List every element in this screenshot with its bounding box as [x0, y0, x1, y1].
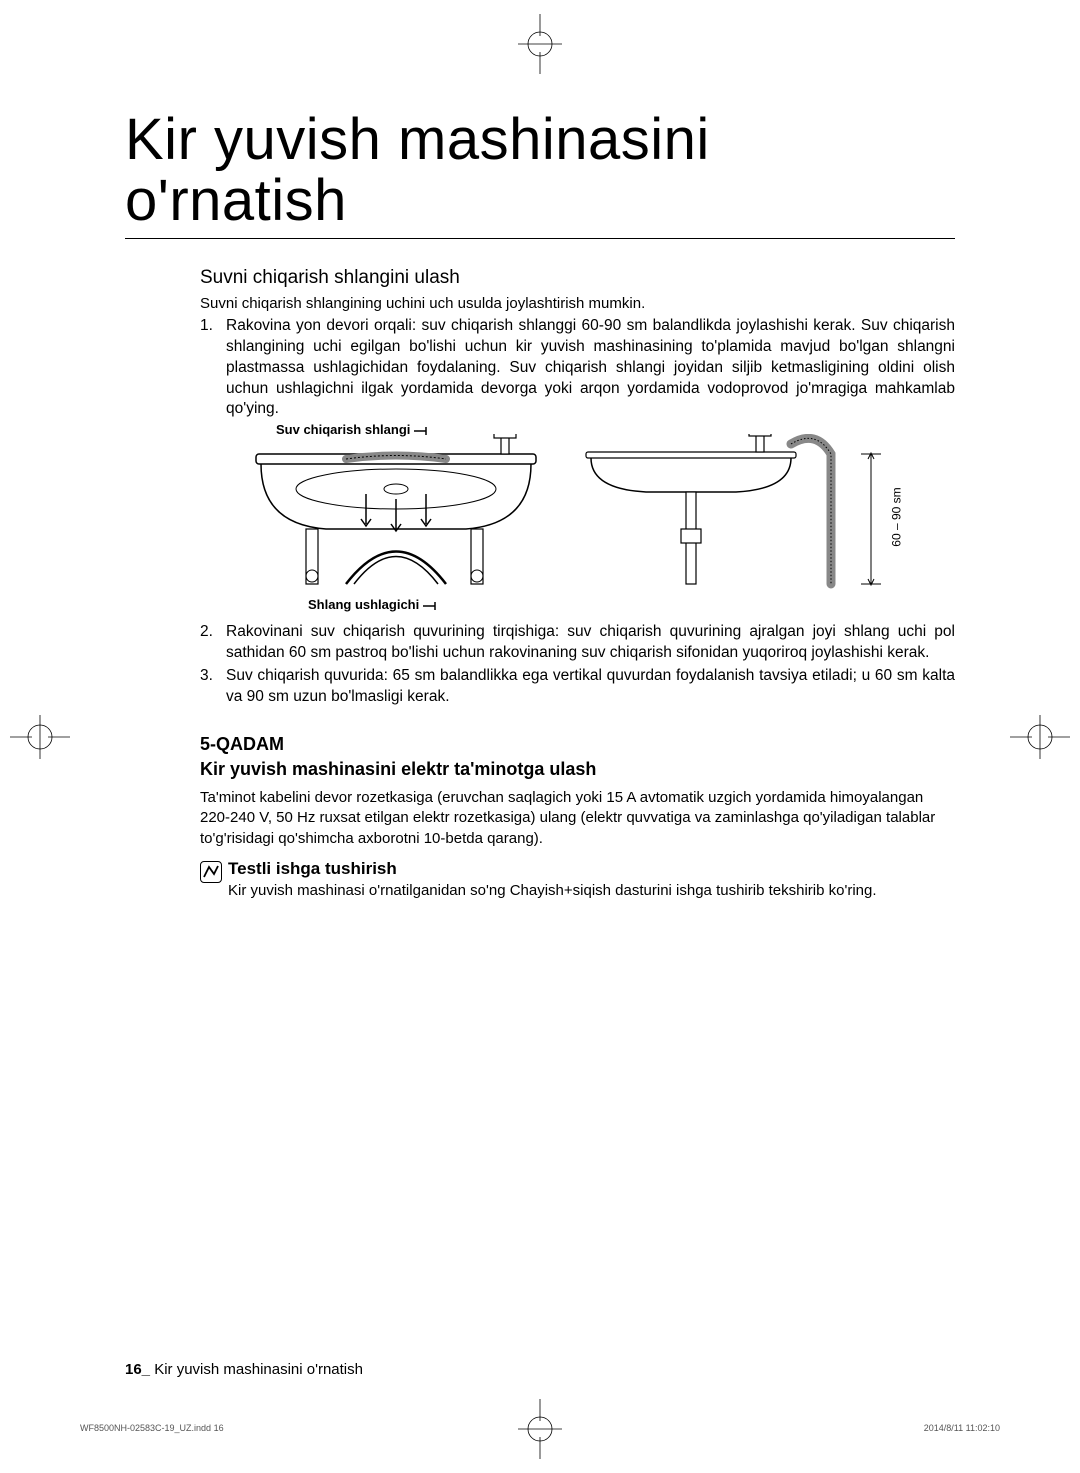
item-body: Suv chiqarish quvurida: 65 sm balandlikk… [226, 666, 955, 708]
step-5-title: Kir yuvish mashinasini elektr ta'minotga… [200, 759, 955, 780]
crop-mark-top [510, 14, 570, 74]
list-item-1: 1. Rakovina yon devori orqali: suv chiqa… [200, 316, 955, 421]
step-5-body: Ta'minot kabelini devor rozetkasiga (eru… [200, 788, 955, 849]
note-section: Testli ishga tushirish Kir yuvish mashin… [200, 859, 955, 901]
item-number: 1. [200, 316, 226, 421]
title-line-2: o'rnatish [125, 168, 347, 233]
title-line-1: Kir yuvish mashinasini [125, 107, 710, 172]
sink-diagram-svg [226, 434, 906, 602]
note-title: Testli ishga tushirish [228, 859, 955, 879]
print-meta-timestamp: 2014/8/11 11:02:10 [924, 1423, 1000, 1433]
note-body: Testli ishga tushirish Kir yuvish mashin… [228, 859, 955, 901]
arrow-icon [423, 601, 437, 611]
item-number: 3. [200, 666, 226, 708]
crop-mark-left [10, 707, 70, 767]
item-number: 2. [200, 622, 226, 664]
main-title: Kir yuvish mashinasini o'rnatish [125, 110, 955, 239]
intro-text: Suvni chiqarish shlangining uchini uch u… [200, 295, 955, 312]
footer-text: Kir yuvish mashinasini o'rnatish [150, 1361, 363, 1378]
list-item-2: 2. Rakovinani suv chiqarish quvurining t… [200, 622, 955, 664]
sub-heading-drain-hose: Suvni chiqarish shlangini ulash [200, 267, 955, 289]
page-content: Kir yuvish mashinasini o'rnatish Suvni c… [125, 110, 955, 901]
note-text: Kir yuvish mashinasi o'rnatilganidan so'… [228, 881, 955, 901]
item-body: Rakovina yon devori orqali: suv chiqaris… [226, 316, 955, 421]
print-meta-filename: WF8500NH-02583C-19_UZ.indd 16 [80, 1423, 224, 1433]
item-body: Rakovinani suv chiqarish quvurining tirq… [226, 622, 955, 664]
note-icon-wrap [200, 859, 228, 901]
crop-mark-bottom [510, 1399, 570, 1459]
page-number: 16_ [125, 1361, 150, 1378]
step-5-heading: 5-QADAM [200, 734, 955, 755]
crop-mark-right [1010, 707, 1070, 767]
content-body: Suvni chiqarish shlangini ulash Suvni ch… [200, 267, 955, 901]
note-icon [200, 861, 222, 883]
list-item-3: 3. Suv chiqarish quvurida: 65 sm balandl… [200, 666, 955, 708]
diagram-drain-hose: Suv chiqarish shlangi Shlang ushlagichi … [226, 422, 926, 612]
footer: 16_ Kir yuvish mashinasini o'rnatish [125, 1361, 363, 1378]
